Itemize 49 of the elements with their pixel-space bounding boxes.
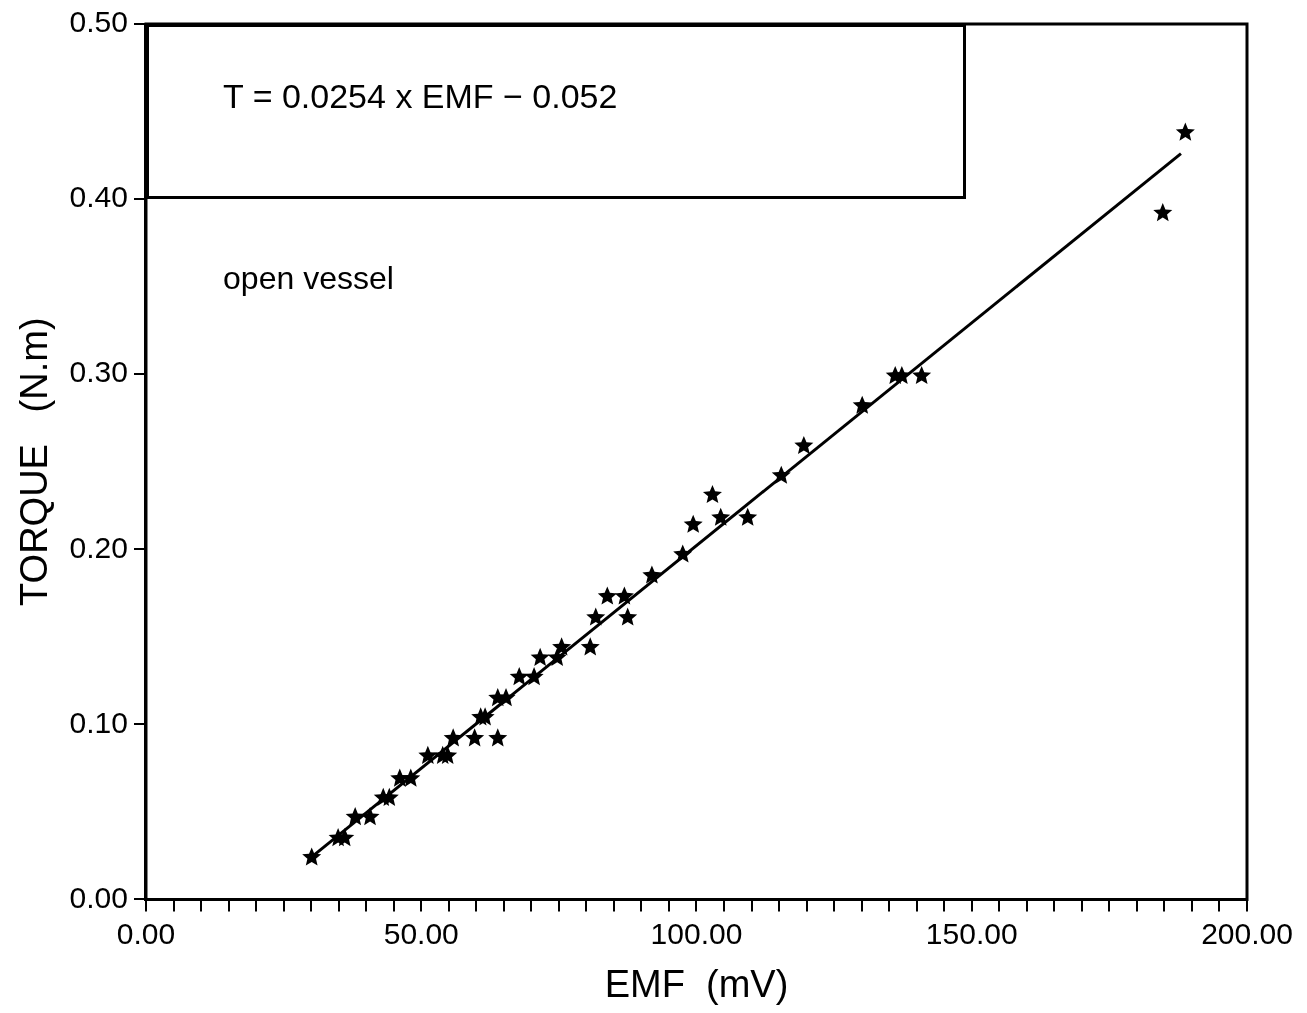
- point: [345, 807, 365, 826]
- point: [438, 745, 458, 764]
- point: [852, 395, 872, 414]
- point: [443, 728, 463, 747]
- point: [1175, 122, 1195, 141]
- y-tick-label: 0.20: [69, 530, 128, 564]
- point: [673, 544, 693, 563]
- y-tick-label: 0.50: [69, 5, 128, 39]
- x-tick-label: 150.00: [925, 916, 1018, 950]
- point: [302, 847, 322, 866]
- point: [702, 484, 722, 504]
- point: [738, 507, 758, 526]
- point: [524, 667, 544, 686]
- point: [488, 728, 508, 747]
- annotation: T = 0.0254 x EMF − 0.052: [223, 76, 618, 116]
- point: [597, 586, 617, 605]
- x-tick-label: 100.00: [650, 916, 743, 950]
- point: [771, 465, 791, 484]
- point: [360, 807, 380, 826]
- annotation: open vessel: [223, 260, 394, 298]
- y-tick-label: 0.10: [69, 705, 128, 739]
- point: [580, 637, 600, 656]
- y-axis-title: TORQUE (N.m): [13, 317, 56, 606]
- point: [683, 514, 703, 533]
- point: [509, 667, 529, 686]
- x-axis-title: EMF (mV): [604, 962, 789, 1005]
- point: [892, 365, 912, 384]
- point: [547, 647, 567, 666]
- point: [552, 637, 572, 656]
- point: [335, 828, 355, 847]
- point: [586, 607, 606, 626]
- y-tick-label: 0.40: [69, 180, 128, 214]
- point: [465, 728, 485, 747]
- point: [912, 365, 932, 384]
- point: [794, 435, 814, 455]
- y-tick-label: 0.00: [69, 880, 128, 914]
- x-tick-label: 200.00: [1201, 916, 1293, 950]
- point: [711, 507, 731, 526]
- point: [530, 647, 550, 666]
- x-tick-label: 0.00: [116, 916, 176, 950]
- y-tick-label: 0.30: [69, 355, 128, 389]
- point: [618, 607, 638, 626]
- point: [642, 565, 662, 584]
- x-tick-label: 50.00: [383, 916, 459, 950]
- point: [614, 586, 634, 605]
- point: [418, 745, 438, 764]
- point: [1153, 203, 1173, 222]
- point: [379, 787, 399, 806]
- point: [401, 768, 421, 787]
